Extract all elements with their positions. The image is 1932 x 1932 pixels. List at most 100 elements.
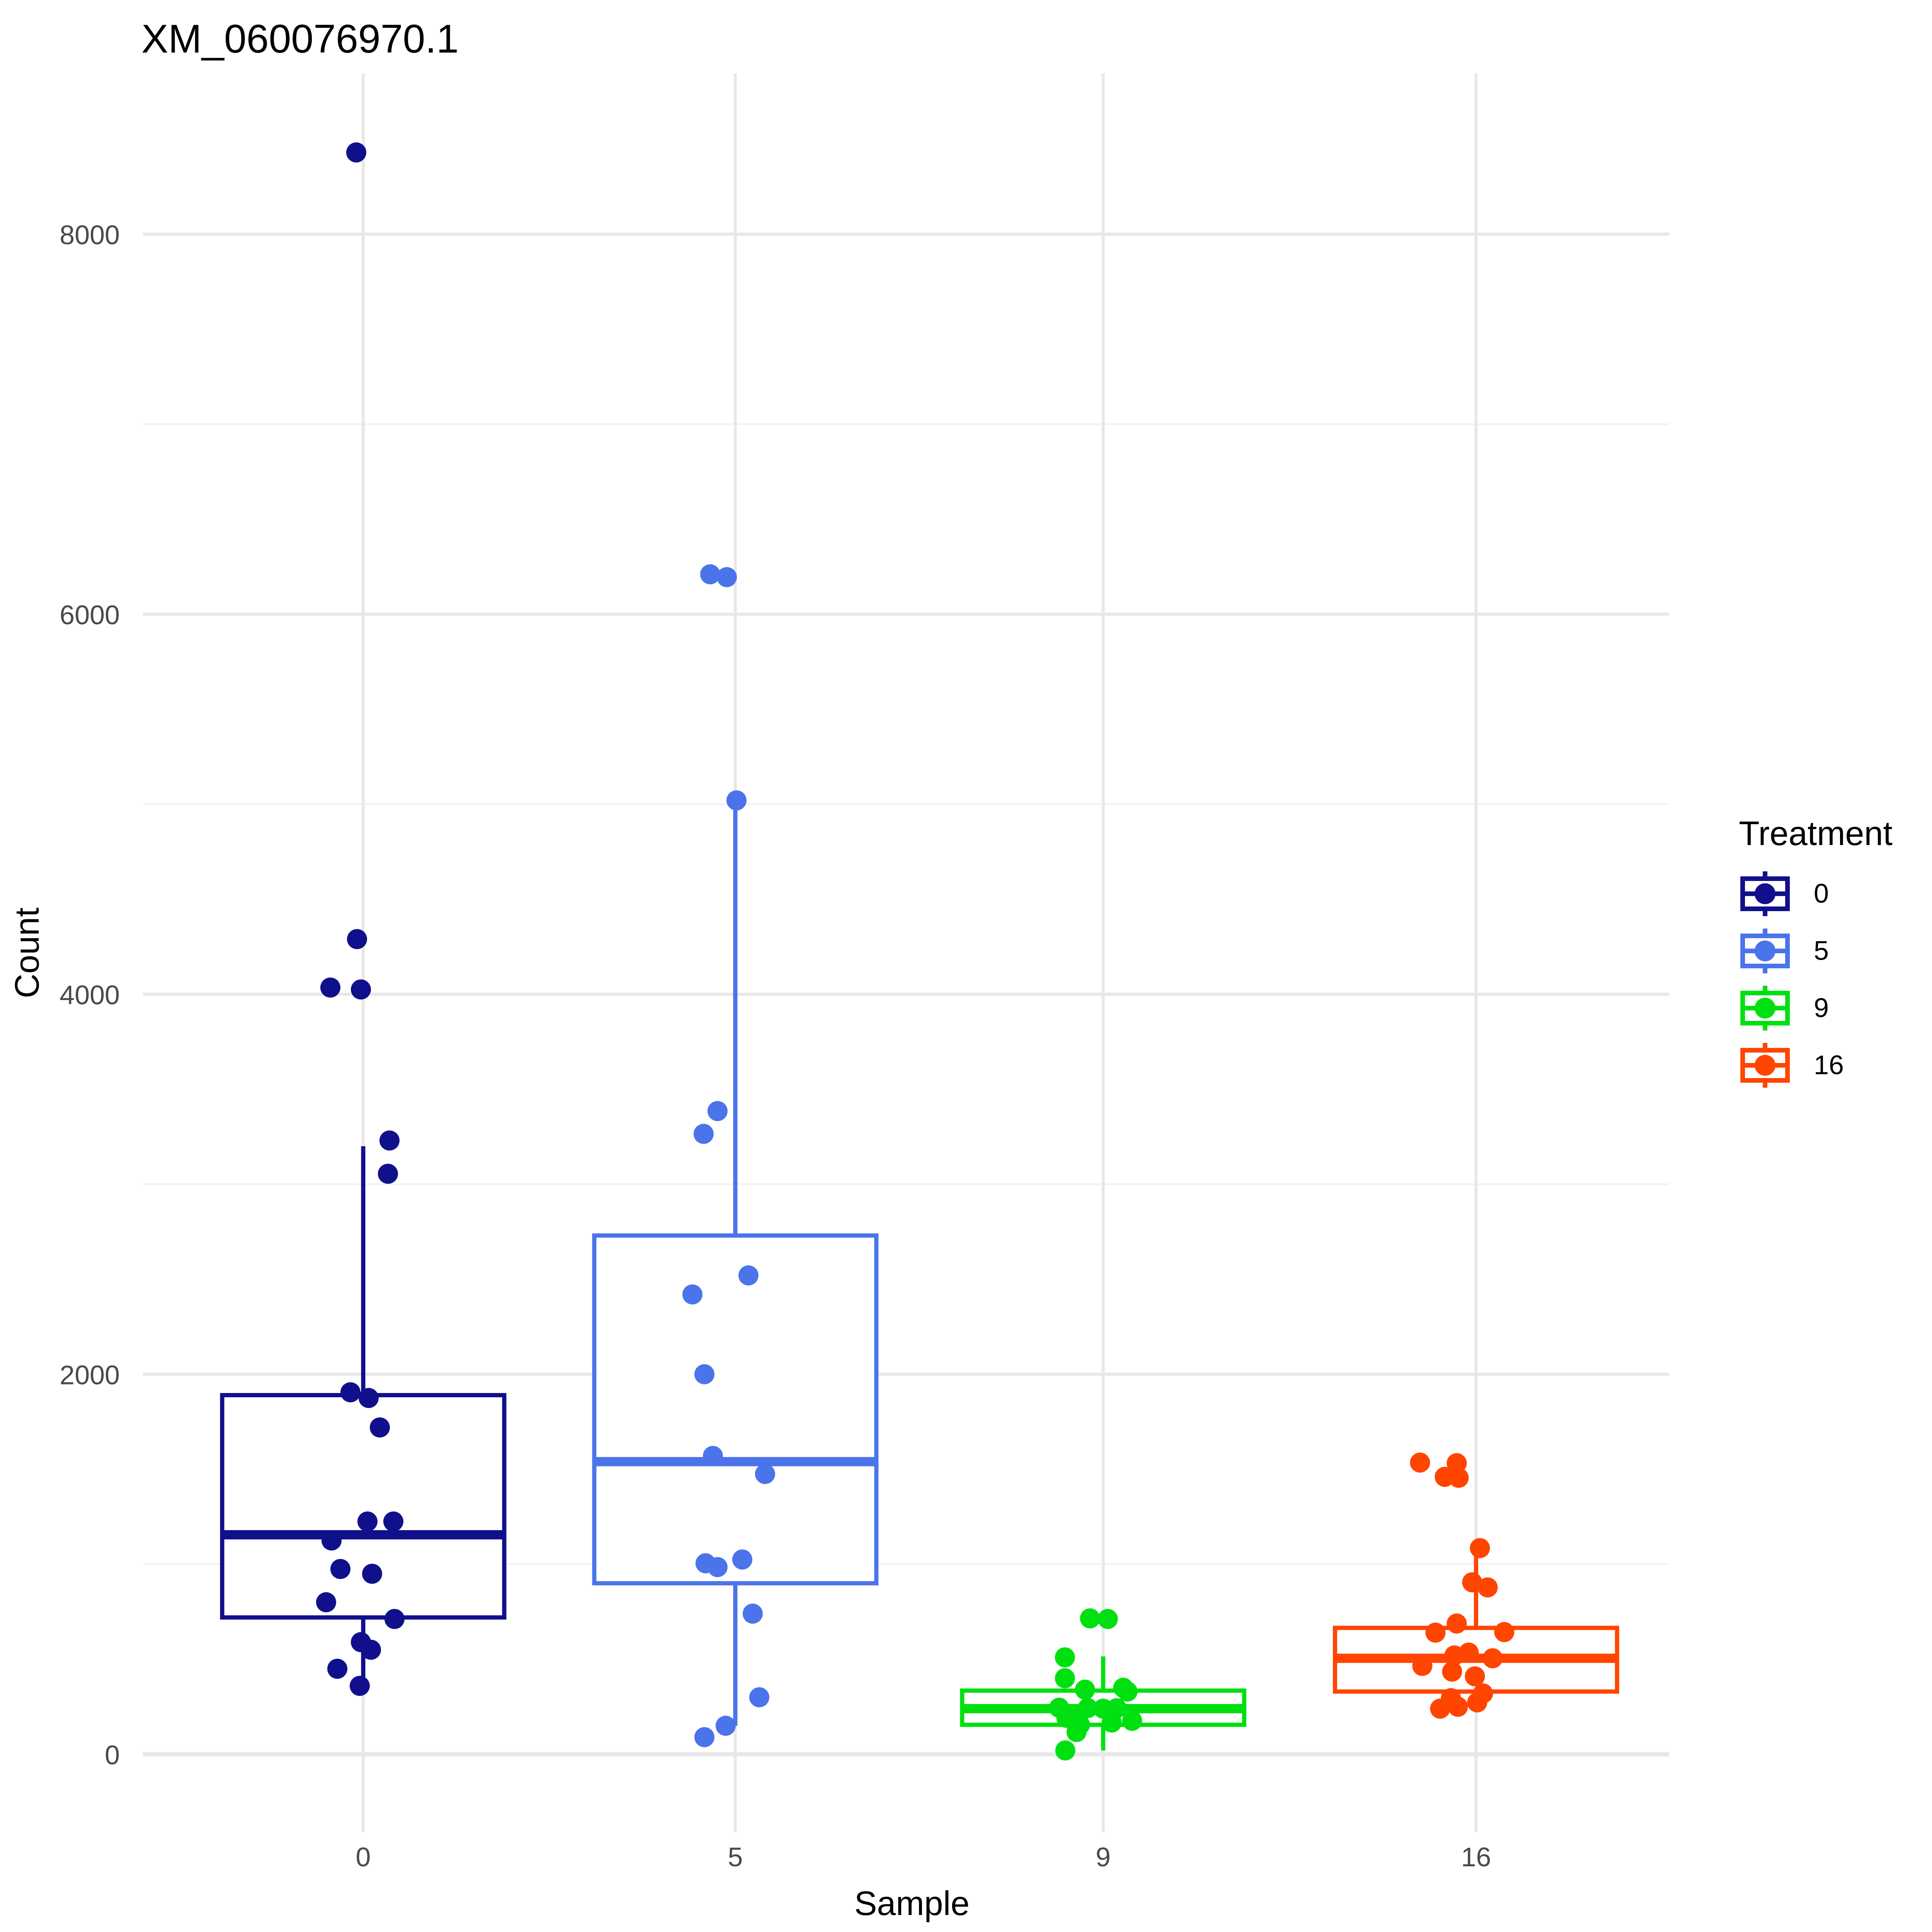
x-tick-label: 0: [356, 1842, 371, 1872]
legend-key-label: 16: [1814, 1050, 1844, 1080]
jitter-point: [347, 929, 367, 949]
jitter-point: [743, 1604, 763, 1624]
legend-key-point: [1755, 883, 1776, 904]
jitter-point: [694, 1727, 714, 1747]
jitter-point: [379, 1130, 400, 1151]
jitter-point: [327, 1658, 347, 1679]
jitter-point: [1055, 1740, 1075, 1761]
jitter-point: [694, 1364, 714, 1384]
y-axis-title: Count: [8, 908, 46, 998]
jitter-point: [1080, 1608, 1100, 1629]
y-tick-label: 4000: [60, 980, 120, 1010]
jitter-point: [717, 567, 737, 587]
jitter-point: [361, 1639, 381, 1660]
legend-key-point: [1755, 998, 1776, 1019]
plot-title: XM_060076970.1: [141, 17, 459, 61]
jitter-point: [1055, 1647, 1075, 1668]
legend: Treatment 0 5 9 16: [1739, 814, 1893, 1088]
jitter-point: [359, 1388, 379, 1408]
jitter-point: [383, 1511, 403, 1532]
jitter-point: [340, 1382, 361, 1403]
jitter-point: [1412, 1656, 1432, 1676]
gridlines-vertical: [362, 73, 1478, 1832]
jitter-point: [1465, 1666, 1485, 1687]
x-axis-tick-labels: 0 5 9 16: [356, 1842, 1491, 1872]
jitter-point: [755, 1464, 775, 1484]
jitter-point: [1117, 1681, 1138, 1702]
legend-keys: 0 5 9 16: [1740, 871, 1844, 1088]
jitter-point: [1494, 1622, 1514, 1642]
legend-key-5: 5: [1740, 929, 1829, 973]
legend-title: Treatment: [1739, 814, 1893, 852]
jitter-point: [1483, 1648, 1503, 1668]
jitter-point: [1425, 1622, 1446, 1643]
box-iqr: [592, 1233, 879, 1585]
legend-key-9: 9: [1740, 986, 1829, 1031]
jitter-point: [1066, 1722, 1087, 1742]
jitter-point: [384, 1609, 405, 1629]
y-tick-label: 0: [105, 1740, 120, 1770]
jitter-point: [738, 1265, 759, 1286]
gridlines-minor: [143, 423, 1669, 1565]
x-tick-label: 9: [1096, 1842, 1111, 1872]
jitter-point: [682, 1284, 702, 1304]
jitter-point: [378, 1163, 398, 1184]
y-tick-label: 8000: [60, 220, 120, 250]
jitter-point: [732, 1549, 752, 1570]
boxplots: [220, 800, 1619, 1751]
jitter-point: [321, 1530, 342, 1551]
jitter-point: [700, 564, 720, 585]
jitter-point: [1444, 1645, 1464, 1666]
boxplot-group-5: [592, 800, 879, 1726]
jitter-point: [1467, 1692, 1487, 1713]
legend-key-point: [1755, 940, 1776, 961]
x-axis-title: Sample: [854, 1884, 969, 1922]
y-axis-tick-labels: 0 2000 4000 6000 8000: [60, 220, 120, 1770]
jitter-point: [346, 142, 366, 163]
jitter-point: [1470, 1538, 1490, 1558]
legend-key-0: 0: [1740, 871, 1829, 916]
y-tick-label: 6000: [60, 600, 120, 630]
jitter-point: [1122, 1711, 1142, 1731]
jitter-point: [1430, 1698, 1450, 1719]
jitter-point: [707, 1101, 728, 1121]
jitter-point: [1098, 1609, 1118, 1629]
jitter-point: [749, 1687, 769, 1708]
jitter-point: [1410, 1452, 1430, 1473]
jitter-point: [357, 1511, 378, 1532]
jitter-point: [716, 1716, 736, 1736]
jitter-point: [316, 1592, 336, 1612]
jitter-point: [362, 1563, 382, 1584]
x-tick-label: 5: [728, 1842, 743, 1872]
jitter-point: [1102, 1712, 1122, 1733]
legend-key-label: 0: [1814, 878, 1829, 908]
jitter-point: [350, 1675, 370, 1696]
jitter-point: [1447, 1453, 1467, 1473]
x-tick-label: 16: [1461, 1842, 1491, 1872]
legend-key-label: 5: [1814, 935, 1829, 966]
jitter-point: [330, 1559, 350, 1579]
jitter-point: [1078, 1698, 1098, 1718]
jitter-point: [370, 1417, 390, 1438]
jitter-point: [1075, 1679, 1095, 1700]
jitter-point: [726, 790, 747, 811]
jitter-point: [1449, 1468, 1469, 1488]
jitter-point: [1447, 1613, 1467, 1634]
jitter-point: [1055, 1668, 1075, 1689]
jitter-point: [351, 979, 371, 1000]
jitter-point: [703, 1446, 723, 1466]
legend-key-point: [1755, 1055, 1776, 1076]
gridlines-major: [143, 233, 1669, 1757]
jitter-point: [1442, 1662, 1462, 1682]
legend-key-16: 16: [1740, 1043, 1844, 1088]
jitter-point: [1478, 1577, 1498, 1598]
jitter-point: [1448, 1697, 1468, 1717]
jitter-point: [694, 1124, 714, 1144]
jitter-point: [1462, 1572, 1482, 1592]
jitter-point: [707, 1557, 728, 1577]
legend-key-label: 9: [1814, 993, 1829, 1023]
jitter-points: [316, 142, 1514, 1761]
jitter-point: [320, 977, 340, 998]
